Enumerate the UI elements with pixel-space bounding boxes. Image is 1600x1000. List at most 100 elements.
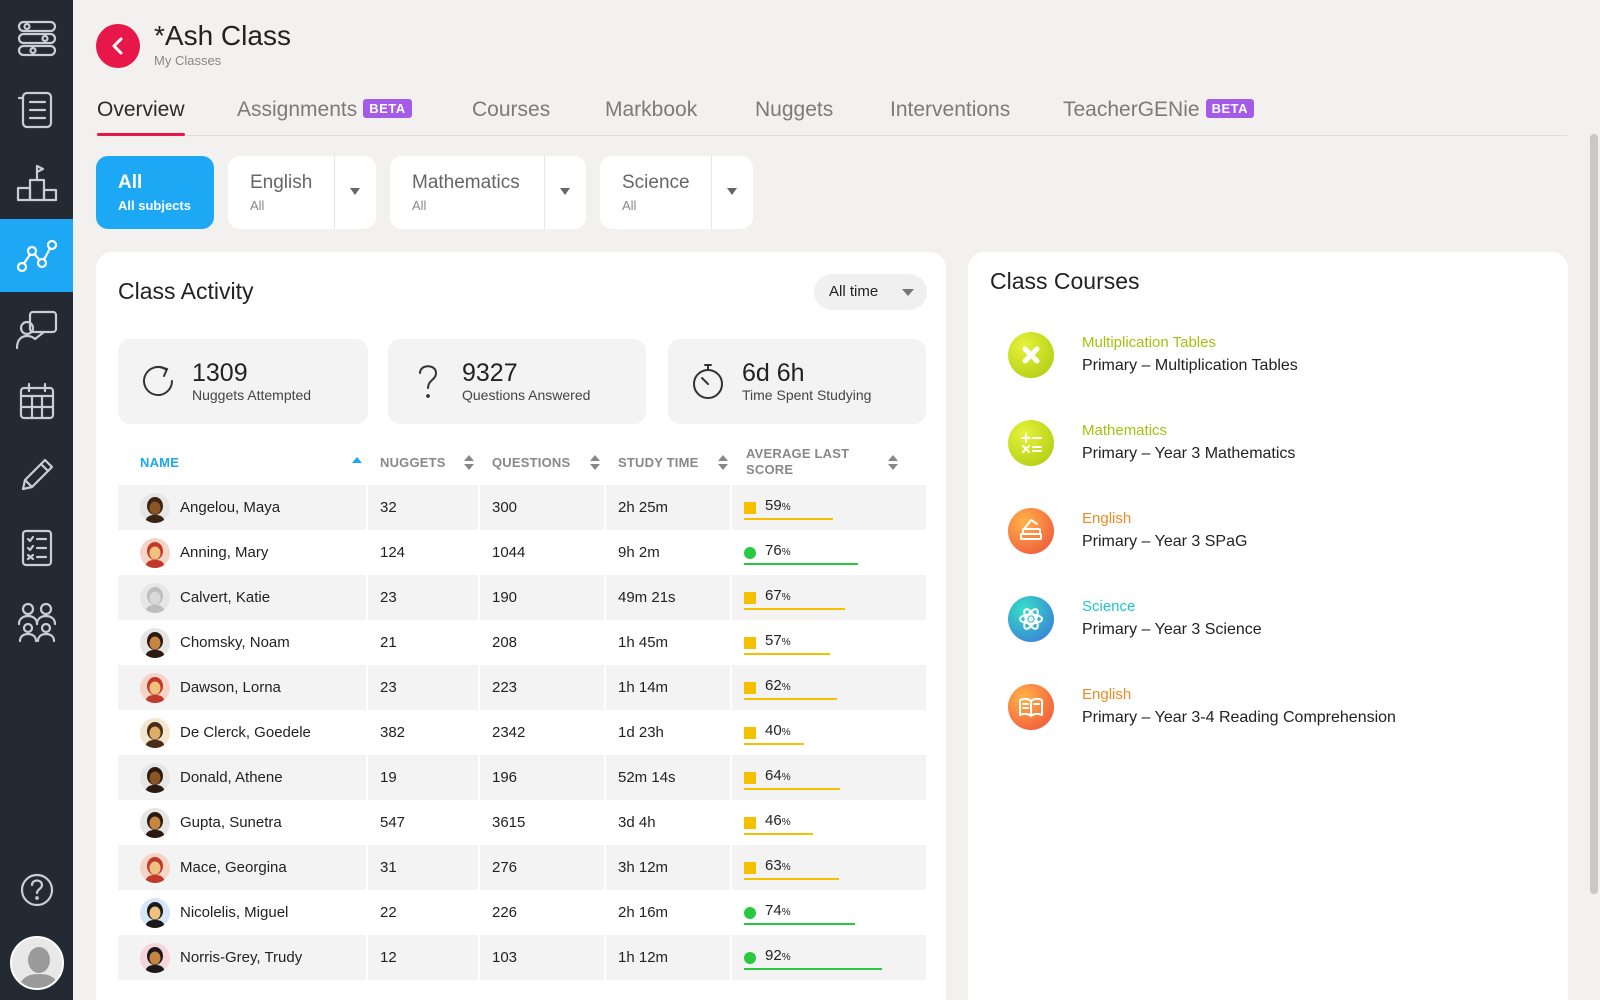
score-indicator	[744, 907, 756, 919]
course-item-mathematics[interactable]: Mathematics Primary – Year 3 Mathematics	[1008, 420, 1528, 480]
beta-badge: BETA	[363, 99, 412, 118]
score-bar	[744, 923, 855, 925]
nav-leaderboard[interactable]	[0, 146, 73, 219]
table-row[interactable]: Anning, Mary 124 1044 9h 2m 76%	[118, 530, 926, 575]
nav-teaching[interactable]	[0, 292, 73, 365]
questions-count: 300	[492, 499, 518, 516]
tab-assignments[interactable]: Assignments BETA	[237, 98, 412, 136]
average-score: 67%	[765, 587, 791, 604]
table-row[interactable]: De Clerck, Goedele 382 2342 1d 23h 40%	[118, 710, 926, 755]
average-score: 62%	[765, 677, 791, 694]
table-row[interactable]: Donald, Athene 19 196 52m 14s 64%	[118, 755, 926, 800]
course-item-spag[interactable]: English Primary – Year 3 SPaG	[1008, 508, 1528, 568]
col-header-average-score[interactable]: AVERAGE LAST SCORE	[746, 446, 850, 477]
class-courses-title: Class Courses	[990, 268, 1140, 294]
col-header-name[interactable]: NAME	[140, 455, 180, 470]
sort-icon[interactable]	[590, 455, 600, 471]
sort-icon[interactable]	[888, 455, 898, 471]
scrollbar[interactable]	[1590, 134, 1598, 1000]
table-row[interactable]: Norris-Grey, Trudy 12 103 1h 12m 92%	[118, 935, 926, 980]
nuggets-count: 547	[380, 814, 406, 831]
table-row[interactable]: Chomsky, Noam 21 208 1h 45m 57%	[118, 620, 926, 665]
table-row[interactable]: Calvert, Katie 23 190 49m 21s 67%	[118, 575, 926, 620]
chevron-down-icon[interactable]	[350, 188, 360, 195]
student-name: Gupta, Sunetra	[180, 814, 282, 831]
nav-lessons[interactable]	[0, 73, 73, 146]
score-bar	[744, 788, 840, 790]
course-item-multiplication[interactable]: Multiplication Tables Primary – Multipli…	[1008, 332, 1528, 392]
user-avatar[interactable]	[10, 936, 64, 990]
filter-science[interactable]: Science All	[600, 156, 753, 229]
page-title: *Ash Class	[154, 20, 291, 51]
score-indicator	[744, 817, 756, 829]
questions-count: 196	[492, 769, 518, 786]
sort-icon[interactable]	[464, 455, 474, 471]
tab-markbook[interactable]: Markbook	[605, 98, 698, 121]
student-name: Dawson, Lorna	[180, 679, 281, 696]
col-header-questions[interactable]: QUESTIONS	[492, 455, 571, 470]
student-avatar	[140, 898, 170, 928]
table-row[interactable]: Gupta, Sunetra 547 3615 3d 4h 46%	[118, 800, 926, 845]
table-row[interactable]: Nicolelis, Miguel 22 226 2h 16m 74%	[118, 890, 926, 935]
calendar-icon	[19, 382, 54, 419]
score-indicator	[744, 547, 756, 559]
nav-checklist[interactable]	[0, 511, 73, 584]
nav-analytics[interactable]	[0, 219, 73, 292]
table-row[interactable]: Angelou, Maya 32 300 2h 25m 59%	[118, 485, 926, 530]
math-symbols-icon	[1008, 420, 1054, 466]
student-avatar	[140, 673, 170, 703]
nav-edit[interactable]	[0, 438, 73, 511]
questions-count: 276	[492, 859, 518, 876]
study-time: 52m 14s	[618, 769, 676, 786]
chevron-down-icon[interactable]	[727, 188, 737, 195]
multiply-icon	[1008, 332, 1054, 378]
graph-nodes-icon	[16, 239, 57, 272]
course-item-science[interactable]: Science Primary – Year 3 Science	[1008, 596, 1528, 656]
nav-groups[interactable]	[0, 584, 73, 657]
tab-teachergenie[interactable]: TeacherGENie BETA	[1063, 98, 1254, 136]
filter-all-subjects[interactable]: All All subjects	[96, 156, 214, 229]
filter-english[interactable]: English All	[228, 156, 376, 229]
tab-interventions[interactable]: Interventions	[890, 98, 1011, 121]
table-row[interactable]: Mace, Georgina 31 276 3h 12m 63%	[118, 845, 926, 890]
average-score: 63%	[765, 857, 791, 874]
atom-icon	[1008, 596, 1054, 642]
nav-dashboard[interactable]	[0, 0, 73, 73]
nuggets-count: 32	[380, 499, 397, 516]
student-avatar	[140, 853, 170, 883]
study-time: 1h 45m	[618, 634, 669, 651]
student-name: Angelou, Maya	[180, 499, 281, 516]
class-activity-title: Class Activity	[118, 278, 254, 304]
student-name: Calvert, Katie	[180, 589, 271, 606]
score-bar	[744, 833, 813, 835]
scrollbar-thumb[interactable]	[1590, 134, 1598, 894]
sort-ascending-icon[interactable]	[352, 455, 362, 471]
nav-calendar[interactable]	[0, 365, 73, 438]
sort-icon[interactable]	[718, 455, 728, 471]
col-header-nuggets[interactable]: NUGGETS	[380, 455, 446, 470]
col-header-study-time[interactable]: STUDY TIME	[618, 455, 699, 470]
time-range-select[interactable]: All time	[814, 274, 927, 310]
books-icon	[1008, 508, 1054, 554]
questions-count: 208	[492, 634, 518, 651]
nuggets-count: 21	[380, 634, 397, 651]
average-score: 92%	[765, 947, 791, 964]
nav-help[interactable]	[0, 853, 73, 926]
study-time: 3h 12m	[618, 859, 669, 876]
table-row[interactable]: Dawson, Lorna 23 223 1h 14m 62%	[118, 665, 926, 710]
tab-nuggets[interactable]: Nuggets	[755, 98, 834, 121]
score-bar	[744, 608, 845, 610]
student-avatar	[140, 808, 170, 838]
breadcrumb[interactable]: My Classes	[154, 53, 222, 68]
teacher-icon	[15, 310, 57, 349]
student-avatar	[140, 583, 170, 613]
filter-mathematics[interactable]: Mathematics All	[390, 156, 586, 229]
nuggets-count: 22	[380, 904, 397, 921]
chevron-down-icon[interactable]	[560, 188, 570, 195]
course-item-reading[interactable]: English Primary – Year 3-4 Reading Compr…	[1008, 684, 1528, 744]
tab-courses[interactable]: Courses	[472, 98, 551, 121]
podium-icon	[16, 164, 57, 201]
student-avatar	[140, 538, 170, 568]
back-button[interactable]	[96, 24, 140, 68]
tab-overview[interactable]: Overview	[97, 98, 185, 136]
